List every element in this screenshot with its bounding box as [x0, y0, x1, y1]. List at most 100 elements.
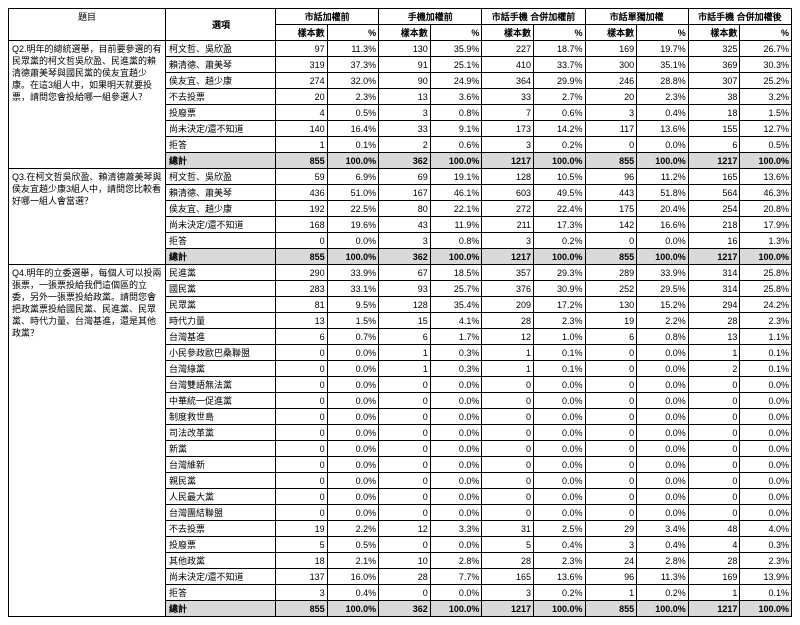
total-cell: 100.0%	[637, 153, 689, 169]
value-cell: 13.6%	[637, 121, 689, 137]
value-cell: 16.6%	[637, 217, 689, 233]
value-cell: 0.1%	[533, 361, 585, 377]
value-cell: 11.9%	[430, 217, 482, 233]
option-cell: 司法改革黨	[166, 425, 276, 441]
value-cell: 564	[688, 185, 740, 201]
total-cell: 1217	[688, 153, 740, 169]
value-cell: 218	[688, 217, 740, 233]
option-cell: 民眾黨	[166, 297, 276, 313]
value-cell: 6.9%	[327, 169, 379, 185]
value-cell: 0	[379, 441, 431, 457]
value-cell: 2	[379, 137, 431, 153]
value-cell: 17.3%	[533, 217, 585, 233]
value-cell: 3.3%	[430, 521, 482, 537]
value-cell: 19.7%	[637, 41, 689, 57]
total-cell: 100.0%	[533, 249, 585, 265]
value-cell: 0.0%	[637, 345, 689, 361]
value-cell: 2.2%	[327, 521, 379, 537]
value-cell: 96	[585, 169, 637, 185]
value-cell: 0	[482, 393, 534, 409]
value-cell: 0.3%	[740, 537, 792, 553]
value-cell: 12	[379, 521, 431, 537]
hdr-option: 選項	[166, 9, 276, 41]
value-cell: 19	[276, 521, 328, 537]
value-cell: 28	[688, 313, 740, 329]
value-cell: 0.0%	[430, 505, 482, 521]
value-cell: 2.8%	[430, 553, 482, 569]
hdr-sub: 樣本數	[276, 25, 328, 41]
value-cell: 1	[688, 345, 740, 361]
value-cell: 0.8%	[637, 329, 689, 345]
value-cell: 0	[379, 377, 431, 393]
value-cell: 0.0%	[430, 377, 482, 393]
value-cell: 1.7%	[430, 329, 482, 345]
question-cell: Q3.在柯文哲吳欣盈、賴清德蕭美琴與侯友宜趙少康3組人中，請問您比較看好哪一組人…	[9, 169, 166, 265]
value-cell: 38	[688, 89, 740, 105]
value-cell: 0	[585, 457, 637, 473]
value-cell: 11.3%	[637, 569, 689, 585]
value-cell: 0	[482, 377, 534, 393]
value-cell: 300	[585, 57, 637, 73]
value-cell: 11.3%	[327, 41, 379, 57]
hdr-g3: 市話單獨加權	[585, 9, 688, 25]
option-cell: 投廢票	[166, 105, 276, 121]
value-cell: 0.0%	[637, 425, 689, 441]
value-cell: 20.4%	[637, 201, 689, 217]
value-cell: 0.2%	[533, 233, 585, 249]
value-cell: 59	[276, 169, 328, 185]
value-cell: 28	[482, 553, 534, 569]
value-cell: 0	[276, 233, 328, 249]
value-cell: 1	[585, 585, 637, 601]
hdr-sub: %	[327, 25, 379, 41]
value-cell: 4.1%	[430, 313, 482, 329]
value-cell: 28	[379, 569, 431, 585]
value-cell: 13	[276, 313, 328, 329]
value-cell: 6	[688, 137, 740, 153]
value-cell: 357	[482, 265, 534, 281]
value-cell: 0	[482, 409, 534, 425]
value-cell: 24.2%	[740, 297, 792, 313]
value-cell: 12.7%	[740, 121, 792, 137]
value-cell: 319	[276, 57, 328, 73]
total-cell: 100.0%	[327, 601, 379, 617]
hdr-sub: 樣本數	[482, 25, 534, 41]
hdr-g2: 市話手機 合併加權前	[482, 9, 585, 25]
total-cell: 362	[379, 153, 431, 169]
total-cell: 1217	[482, 249, 534, 265]
value-cell: 18.5%	[430, 265, 482, 281]
value-cell: 51.8%	[637, 185, 689, 201]
value-cell: 0	[585, 409, 637, 425]
hdr-g0: 市話加權前	[276, 9, 379, 25]
value-cell: 13	[379, 89, 431, 105]
value-cell: 0.8%	[430, 105, 482, 121]
value-cell: 15	[379, 313, 431, 329]
option-cell: 新黨	[166, 441, 276, 457]
total-cell: 1217	[688, 249, 740, 265]
value-cell: 48	[688, 521, 740, 537]
value-cell: 0.0%	[430, 537, 482, 553]
value-cell: 18	[688, 105, 740, 121]
hdr-g1: 手機加權前	[379, 9, 482, 25]
total-label: 總計	[166, 153, 276, 169]
total-cell: 855	[585, 601, 637, 617]
hdr-sub: %	[533, 25, 585, 41]
value-cell: 1	[482, 361, 534, 377]
value-cell: 2.8%	[637, 553, 689, 569]
option-cell: 尚未決定/還不知道	[166, 569, 276, 585]
value-cell: 117	[585, 121, 637, 137]
value-cell: 1.5%	[327, 313, 379, 329]
value-cell: 3	[379, 105, 431, 121]
option-cell: 其他政黨	[166, 553, 276, 569]
table-body: Q2.明年的總統選舉，目前要參選的有民眾黨的柯文哲吳欣盈、民進黨的賴清德蕭美琴與…	[9, 41, 792, 617]
value-cell: 0.0%	[740, 377, 792, 393]
value-cell: 0.8%	[430, 233, 482, 249]
option-cell: 侯友宜、趙少康	[166, 73, 276, 89]
value-cell: 29.9%	[533, 73, 585, 89]
total-cell: 1217	[482, 153, 534, 169]
value-cell: 2.3%	[533, 313, 585, 329]
hdr-sub: 樣本數	[585, 25, 637, 41]
value-cell: 0.7%	[327, 329, 379, 345]
value-cell: 18.7%	[533, 41, 585, 57]
value-cell: 294	[688, 297, 740, 313]
value-cell: 26.7%	[740, 41, 792, 57]
